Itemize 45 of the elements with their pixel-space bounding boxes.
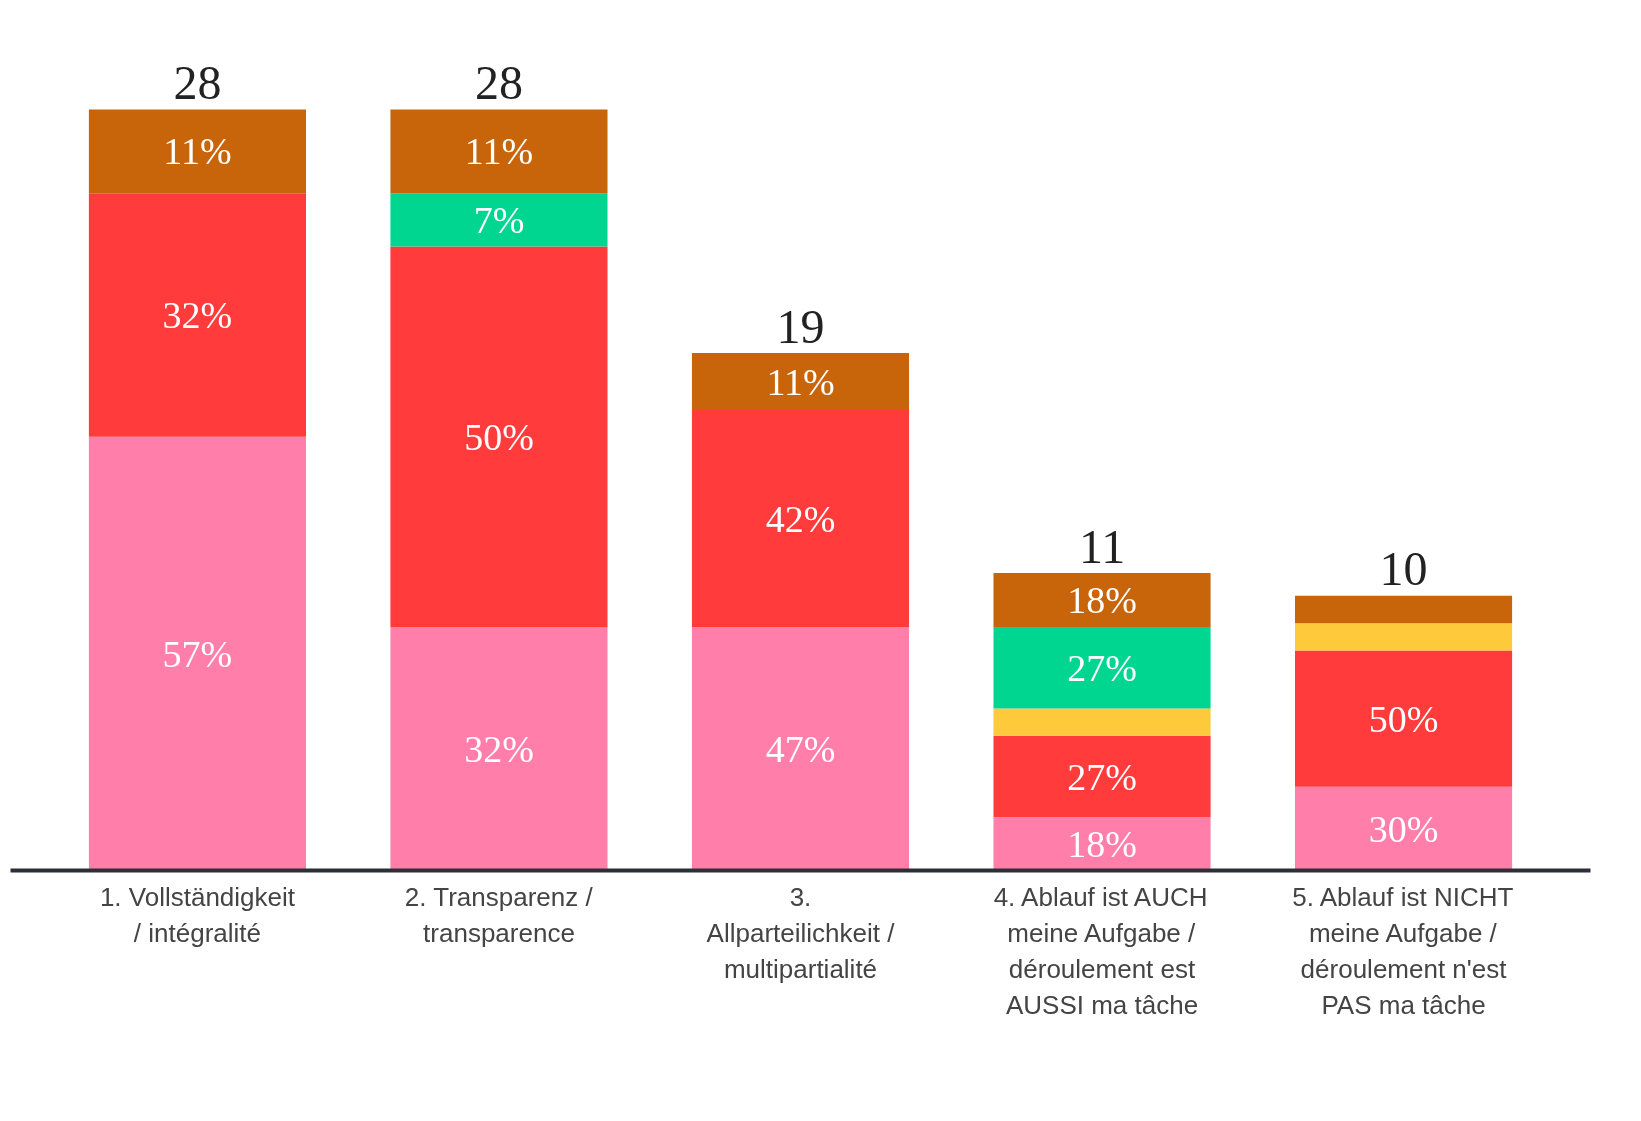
annotation: 47% — [765, 727, 836, 770]
x-tick-label: 1. Vollständigkeit / intégralité — [99, 881, 296, 948]
annotation: 27% — [1067, 755, 1137, 798]
bar — [993, 735, 1211, 818]
annotation: 50% — [1368, 697, 1439, 740]
bar — [691, 410, 910, 627]
annotation: 27% — [1067, 646, 1137, 689]
bar — [993, 817, 1211, 871]
x-tick-label: 5. Ablauf ist NICHT meine Aufgabe / déroulement n'est PAS ma tâche — [1292, 881, 1514, 1020]
annotation: 11% — [464, 130, 534, 173]
bar — [390, 193, 608, 247]
annotation: 10 — [1379, 542, 1428, 596]
annotation: 18% — [1067, 578, 1137, 621]
annotation: 19 — [776, 299, 825, 353]
bar — [691, 352, 910, 411]
annotation: 50% — [464, 415, 534, 458]
annotation: 32% — [162, 293, 233, 336]
x-tick-label: 3. Allparteilichkeit / multipartialité — [706, 881, 896, 984]
annotation: 57% — [162, 632, 233, 675]
bar — [1295, 623, 1513, 651]
bar — [993, 572, 1211, 627]
bar — [390, 246, 608, 627]
text: 28 — [173, 56, 222, 110]
bar — [993, 708, 1211, 736]
bar — [88, 109, 306, 194]
bar — [1295, 786, 1513, 871]
bar — [1295, 650, 1513, 787]
bar — [1295, 595, 1513, 624]
annotation: 11% — [163, 130, 232, 173]
annotation: 32% — [464, 727, 534, 770]
annotation: 42% — [765, 497, 836, 540]
text: 28 — [474, 56, 523, 110]
bar — [390, 109, 608, 194]
bar — [691, 626, 910, 871]
bar — [993, 626, 1211, 709]
bar — [390, 626, 608, 871]
annotation: 11% — [766, 360, 835, 403]
x-tick-label: 2. Transparenz / transparence — [404, 881, 594, 948]
annotation: 11 — [1078, 519, 1126, 573]
bar — [88, 436, 306, 871]
x-tick-label: 4. Ablauf ist AUCH meine Aufgabe / déroulement est AUSSI ma tâche — [993, 881, 1208, 1020]
bar — [88, 193, 306, 437]
annotation: 30% — [1368, 807, 1439, 850]
annotation: 7% — [473, 198, 525, 241]
annotation: 18% — [1067, 822, 1137, 865]
